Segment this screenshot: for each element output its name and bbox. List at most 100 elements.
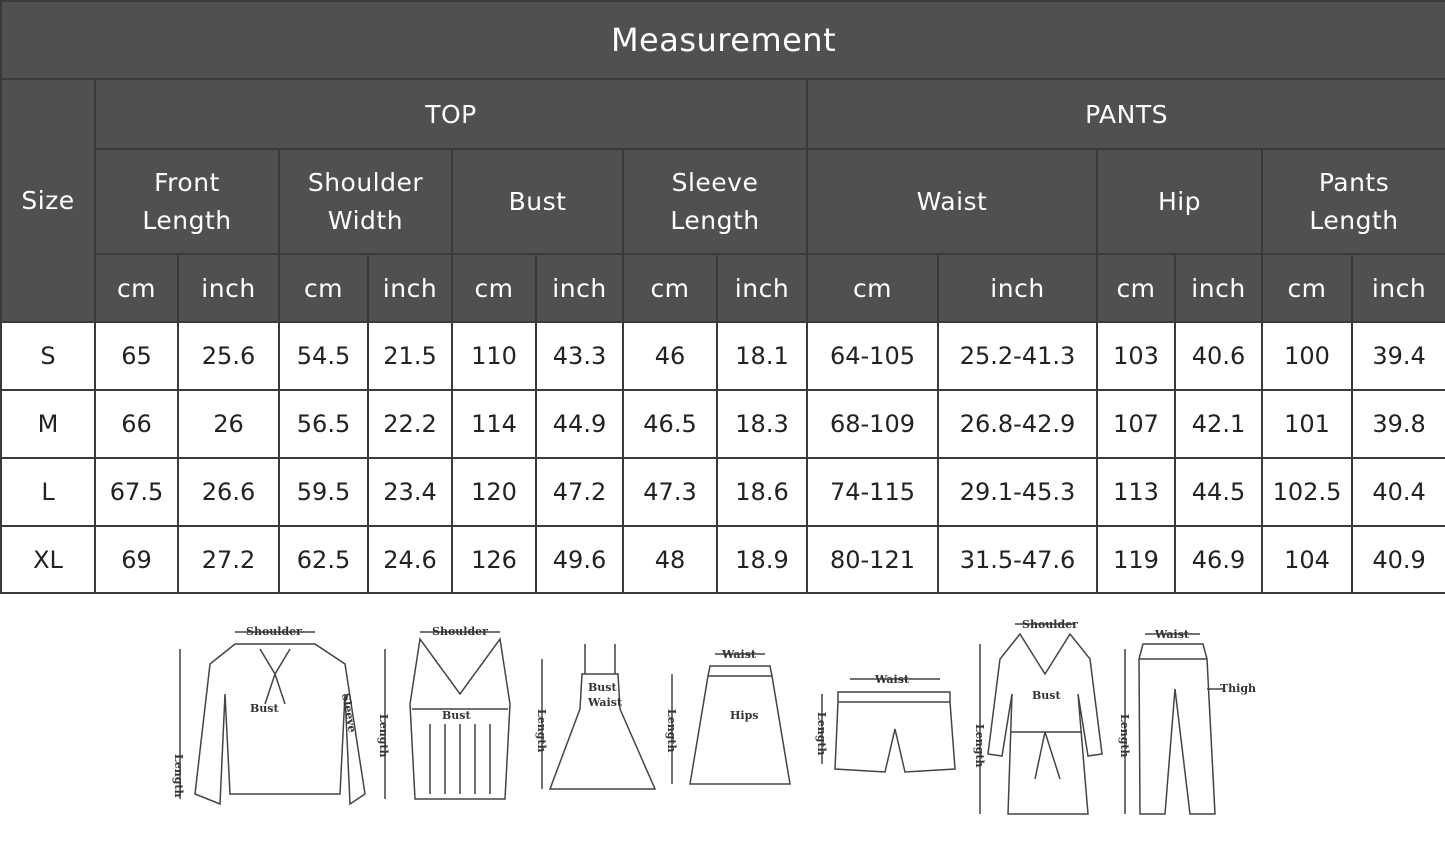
svg-text:Waist: Waist [721,648,757,661]
unit-header-cm: cm [94,253,179,323]
table-row: S 65 25.6 54.5 21.5 110 43.3 46 18.1 64-105 25.2-4… [0,321,1445,391]
value-cell: 22.2 [367,389,453,459]
value-cell: 27.2 [177,525,280,595]
table-row: M 66 26 56.5 22.2 114 44.9 46.5 18.3 68-109 26.8-4… [0,389,1445,459]
value-cell: 66 [94,389,179,459]
unit-header-cm: cm [622,253,718,323]
value-cell: 119 [1096,525,1176,595]
value-cell: 39.8 [1350,389,1445,459]
column-header-hip: Hip [1096,148,1263,255]
unit-header-inch: inch [937,253,1098,323]
value-cell: 68-109 [806,389,939,459]
column-header-line: Width [327,205,404,235]
svg-text:Length: Length [377,714,390,758]
table-row: XL 69 27.2 62.5 24.6 126 49.6 48 18.9 80-121 31.5-… [0,525,1445,595]
dress-diagram: Length Bust Waist [535,644,657,790]
value-cell: 40.9 [1350,525,1445,595]
size-chart-table: Measurement Size TOP PANTS Front Length Sh… [0,0,1445,595]
svg-text:Length: Length [973,724,986,768]
value-cell: 103 [1096,321,1176,391]
svg-text:Bust: Bust [442,709,471,722]
value-cell: 44.9 [535,389,624,459]
value-cell: 18.3 [716,389,808,459]
coat-diagram: Shoulder Length Bust [973,618,1103,815]
label-thigh: Thigh [1220,682,1256,695]
label-bust: Bust [250,702,279,715]
value-cell: 42.1 [1174,389,1263,459]
svg-text:Length: Length [665,709,678,753]
column-header-line: Pants [1318,167,1390,197]
value-cell: 69 [94,525,179,595]
value-cell: 40.4 [1350,457,1445,527]
value-cell: 26 [177,389,280,459]
svg-text:Shoulder: Shoulder [432,625,488,638]
value-cell: 56.5 [278,389,369,459]
chart-title: Measurement [0,0,1445,80]
unit-header-inch: inch [177,253,280,323]
value-cell: 46.5 [622,389,718,459]
unit-header-cm: cm [1096,253,1176,323]
column-header-bust: Bust [451,148,624,255]
group-pants-header: PANTS [805,78,1445,150]
unit-header-inch: inch [367,253,453,323]
column-header-line: Length [670,205,760,235]
blouse-diagram: Shoulder Length Bust Sleeve [172,625,366,806]
value-cell: 25.2-41.3 [937,321,1098,391]
unit-header-inch: inch [1350,253,1445,323]
value-cell: 43.3 [535,321,624,391]
unit-header-inch: inch [716,253,808,323]
value-cell: 74-115 [806,457,939,527]
column-header-front-length: Front Length [94,148,280,255]
value-cell: 113 [1096,457,1176,527]
label-length: Length [172,754,185,798]
svg-text:Waist: Waist [874,673,910,686]
size-cell: L [0,457,96,527]
value-cell: 18.9 [716,525,808,595]
svg-text:Waist: Waist [587,696,623,709]
table-row: L 67.5 26.6 59.5 23.4 120 47.2 47.3 18.6 74-115 29… [0,457,1445,527]
value-cell: 64-105 [806,321,939,391]
value-cell: 31.5-47.6 [937,525,1098,595]
value-cell: 54.5 [278,321,369,391]
value-cell: 104 [1261,525,1353,595]
unit-header-cm: cm [1261,253,1353,323]
column-header-waist: Waist [806,148,1098,255]
shorts-diagram: Waist Length [815,673,956,773]
value-cell: 80-121 [806,525,939,595]
column-header-line: Length [1309,205,1399,235]
column-header-line: Front [154,167,220,197]
svg-text:Length: Length [535,709,548,753]
value-cell: 120 [451,457,537,527]
svg-text:Bust: Bust [1032,689,1061,702]
value-cell: 18.1 [716,321,808,391]
value-cell: 110 [451,321,537,391]
value-cell: 107 [1096,389,1176,459]
value-cell: 102.5 [1261,457,1353,527]
garment-measurement-illustrations: Shoulder Length Bust Sleeve Shoulder Len… [0,592,1445,845]
value-cell: 24.6 [367,525,453,595]
column-header-line: Waist [916,186,988,216]
camisole-diagram: Shoulder Length Bust [377,625,511,800]
size-cell: XL [0,525,96,595]
value-cell: 48 [622,525,718,595]
value-cell: 40.6 [1174,321,1263,391]
unit-header-cm: cm [451,253,537,323]
unit-header-inch: inch [535,253,624,323]
value-cell: 46 [622,321,718,391]
value-cell: 47.2 [535,457,624,527]
value-cell: 29.1-45.3 [937,457,1098,527]
label-shoulder: Shoulder [246,625,302,638]
size-cell: S [0,321,96,391]
column-header-pants-length: Pants Length [1260,148,1445,255]
column-header-line: Hip [1157,186,1202,216]
pants-diagram: Waist Length Thigh [1118,628,1256,815]
value-cell: 46.9 [1174,525,1263,595]
value-cell: 62.5 [278,525,369,595]
svg-text:Waist: Waist [1154,628,1190,641]
value-cell: 126 [451,525,537,595]
unit-header-cm: cm [278,253,369,323]
value-cell: 114 [451,389,537,459]
group-top-header: TOP [94,78,808,150]
column-header-line: Shoulder [307,167,424,197]
size-cell: M [0,389,96,459]
